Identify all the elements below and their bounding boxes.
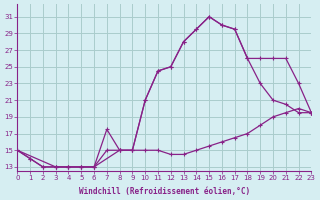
- X-axis label: Windchill (Refroidissement éolien,°C): Windchill (Refroidissement éolien,°C): [79, 187, 250, 196]
